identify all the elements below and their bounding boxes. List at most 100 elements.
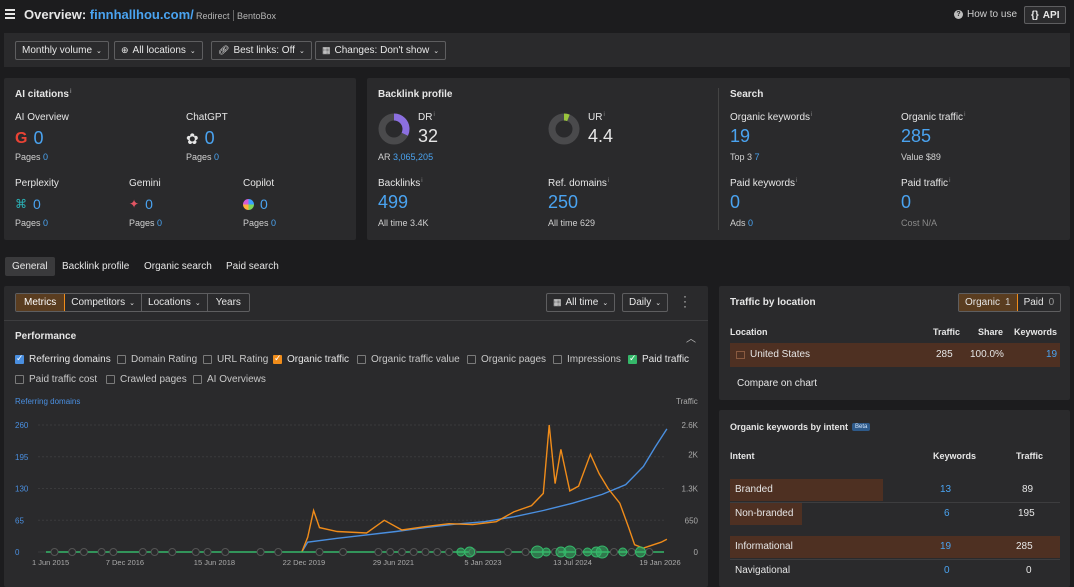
divider: [718, 88, 719, 230]
col-location[interactable]: Location: [730, 327, 768, 337]
checkbox-ai-overviews[interactable]: AI Overviews: [193, 374, 266, 385]
competitors-tab[interactable]: Competitors ⌄: [65, 294, 143, 311]
perplexity-value: 0: [33, 196, 41, 212]
paid-traffic-value[interactable]: 0: [901, 192, 912, 212]
paid-keywords-value[interactable]: 0: [730, 192, 741, 212]
top3: Top 3 7: [730, 152, 760, 162]
collapse-icon[interactable]: ︿: [686, 334, 696, 345]
checkbox-icon: [273, 353, 282, 364]
tab-organic-search[interactable]: Organic search: [144, 261, 212, 272]
monthly-volume-dropdown[interactable]: Monthly volume ⌄: [15, 41, 109, 60]
col-traffic[interactable]: Traffic: [933, 327, 961, 337]
col-traffic[interactable]: Traffic: [1016, 451, 1044, 461]
location-share: 100.0%: [970, 349, 1004, 360]
organic-traffic-value[interactable]: 285: [901, 126, 932, 146]
checkbox-organic-traffic-value[interactable]: Organic traffic value: [357, 354, 460, 365]
intent-keywords[interactable]: 0: [944, 565, 950, 576]
flag-icon: [736, 351, 745, 359]
api-button[interactable]: {} API: [1024, 6, 1067, 24]
chatgpt-metric[interactable]: ✿ 0: [186, 128, 215, 149]
tab-backlink-profile[interactable]: Backlink profile: [62, 261, 130, 272]
paid-toggle[interactable]: Paid 0: [1023, 297, 1055, 308]
annotation-marker: [68, 548, 77, 556]
annotation-marker: [595, 545, 609, 559]
bentobox-label: BentoBox: [237, 11, 277, 21]
intent-keywords[interactable]: 19: [940, 541, 952, 552]
checkbox-url-rating[interactable]: URL Rating: [203, 354, 268, 365]
checkbox-paid-traffic[interactable]: Paid traffic: [628, 353, 689, 365]
metrics-tab[interactable]: Metrics: [16, 294, 66, 311]
gemini-icon: ✦: [129, 197, 140, 211]
checkbox-paid-traffic-cost[interactable]: Paid traffic cost: [15, 374, 97, 385]
backlinks-value[interactable]: 499: [378, 192, 409, 212]
chevron-down-icon: ⌄: [189, 47, 196, 55]
col-keywords[interactable]: Keywords: [933, 451, 977, 461]
ref-domains-value[interactable]: 250: [548, 192, 579, 212]
ai-overview-metric[interactable]: G 0: [15, 128, 43, 149]
col-keywords[interactable]: Keywords: [1014, 327, 1058, 337]
menu-icon[interactable]: [5, 9, 15, 19]
checkbox-icon: [467, 355, 476, 364]
annotation-marker: [456, 547, 466, 557]
perplexity-metric[interactable]: ⌘ 0: [15, 196, 41, 212]
col-share[interactable]: Share: [978, 327, 1004, 337]
divider: [233, 10, 234, 21]
locations-tab[interactable]: Locations ⌄: [142, 294, 208, 311]
copilot-value: 0: [260, 196, 268, 212]
annotation-marker: [464, 546, 476, 558]
ai-overview-pages: Pages 0: [15, 152, 49, 162]
best-links-dropdown[interactable]: 🔗︎ Best links: Off ⌄: [211, 41, 312, 60]
tab-paid-search[interactable]: Paid search: [226, 261, 279, 272]
daily-dropdown[interactable]: Daily ⌄: [622, 293, 669, 312]
ur-value[interactable]: 4.4: [588, 126, 614, 146]
annotation-marker: [221, 548, 230, 556]
checkbox-domain-rating[interactable]: Domain Rating: [117, 354, 197, 365]
ur-donut-track: [548, 113, 580, 145]
perplexity-pages: Pages 0: [15, 218, 49, 228]
compare-on-chart-link[interactable]: Compare on chart: [737, 378, 818, 389]
all-time-dropdown[interactable]: ▦ All time ⌄: [546, 293, 616, 312]
annotation-marker: [421, 548, 430, 556]
checkbox-crawled-pages[interactable]: Crawled pages: [106, 374, 187, 385]
col-intent[interactable]: Intent: [730, 451, 755, 461]
more-options-icon[interactable]: · · ·: [683, 289, 687, 313]
annotation-marker: [397, 548, 406, 556]
organic-toggle[interactable]: Organic 1: [959, 294, 1018, 311]
left-axis-title: Referring domains: [15, 397, 81, 406]
divider: [4, 320, 708, 321]
chart-mode-tabs: Metrics Competitors ⌄ Locations ⌄ Years: [15, 293, 250, 312]
copilot-metric[interactable]: 0: [243, 196, 268, 212]
best-links-label: Best links: Off: [233, 45, 295, 56]
api-label: API: [1042, 9, 1060, 21]
annotation-marker: [618, 547, 628, 557]
globe-icon: ⊕: [121, 45, 129, 55]
years-tab[interactable]: Years: [215, 297, 241, 308]
dr-value[interactable]: 32: [418, 126, 439, 146]
organic-keywords-value[interactable]: 19: [730, 126, 751, 146]
ai-citations-title: AI citationsi: [15, 89, 72, 100]
intent-bar: [730, 479, 883, 501]
annotation-marker: [582, 547, 592, 557]
chevron-down-icon: ⌄: [655, 299, 662, 307]
checkbox-organic-pages[interactable]: Organic pages: [467, 354, 546, 365]
changes-label: Changes: Don't show: [334, 45, 430, 56]
target-domain[interactable]: finnhallhou.com/: [89, 7, 194, 22]
table-row[interactable]: [730, 343, 1060, 367]
checkbox-referring-domains[interactable]: Referring domains: [15, 353, 111, 365]
tab-general[interactable]: General: [5, 257, 55, 276]
location-keywords[interactable]: 19: [1046, 349, 1058, 360]
gemini-metric[interactable]: ✦ 0: [129, 196, 153, 212]
perplexity-label: Perplexity: [15, 178, 59, 189]
checkbox-organic-traffic[interactable]: Organic traffic: [273, 353, 349, 365]
left-tick-label: 195: [15, 453, 29, 462]
changes-dropdown[interactable]: ▦ Changes: Don't show ⌄: [315, 41, 447, 60]
checkbox-impressions[interactable]: Impressions: [553, 354, 621, 365]
intent-name: Navigational: [735, 565, 791, 576]
locations-dropdown[interactable]: ⊕ All locations ⌄: [114, 41, 203, 60]
intent-keywords[interactable]: 6: [944, 508, 950, 519]
how-to-use-link[interactable]: ? How to use: [954, 9, 1017, 20]
annotation-marker: [374, 548, 383, 556]
intent-keywords[interactable]: 13: [940, 484, 952, 495]
backlinks-all-time: All time 3.4K: [378, 218, 429, 228]
